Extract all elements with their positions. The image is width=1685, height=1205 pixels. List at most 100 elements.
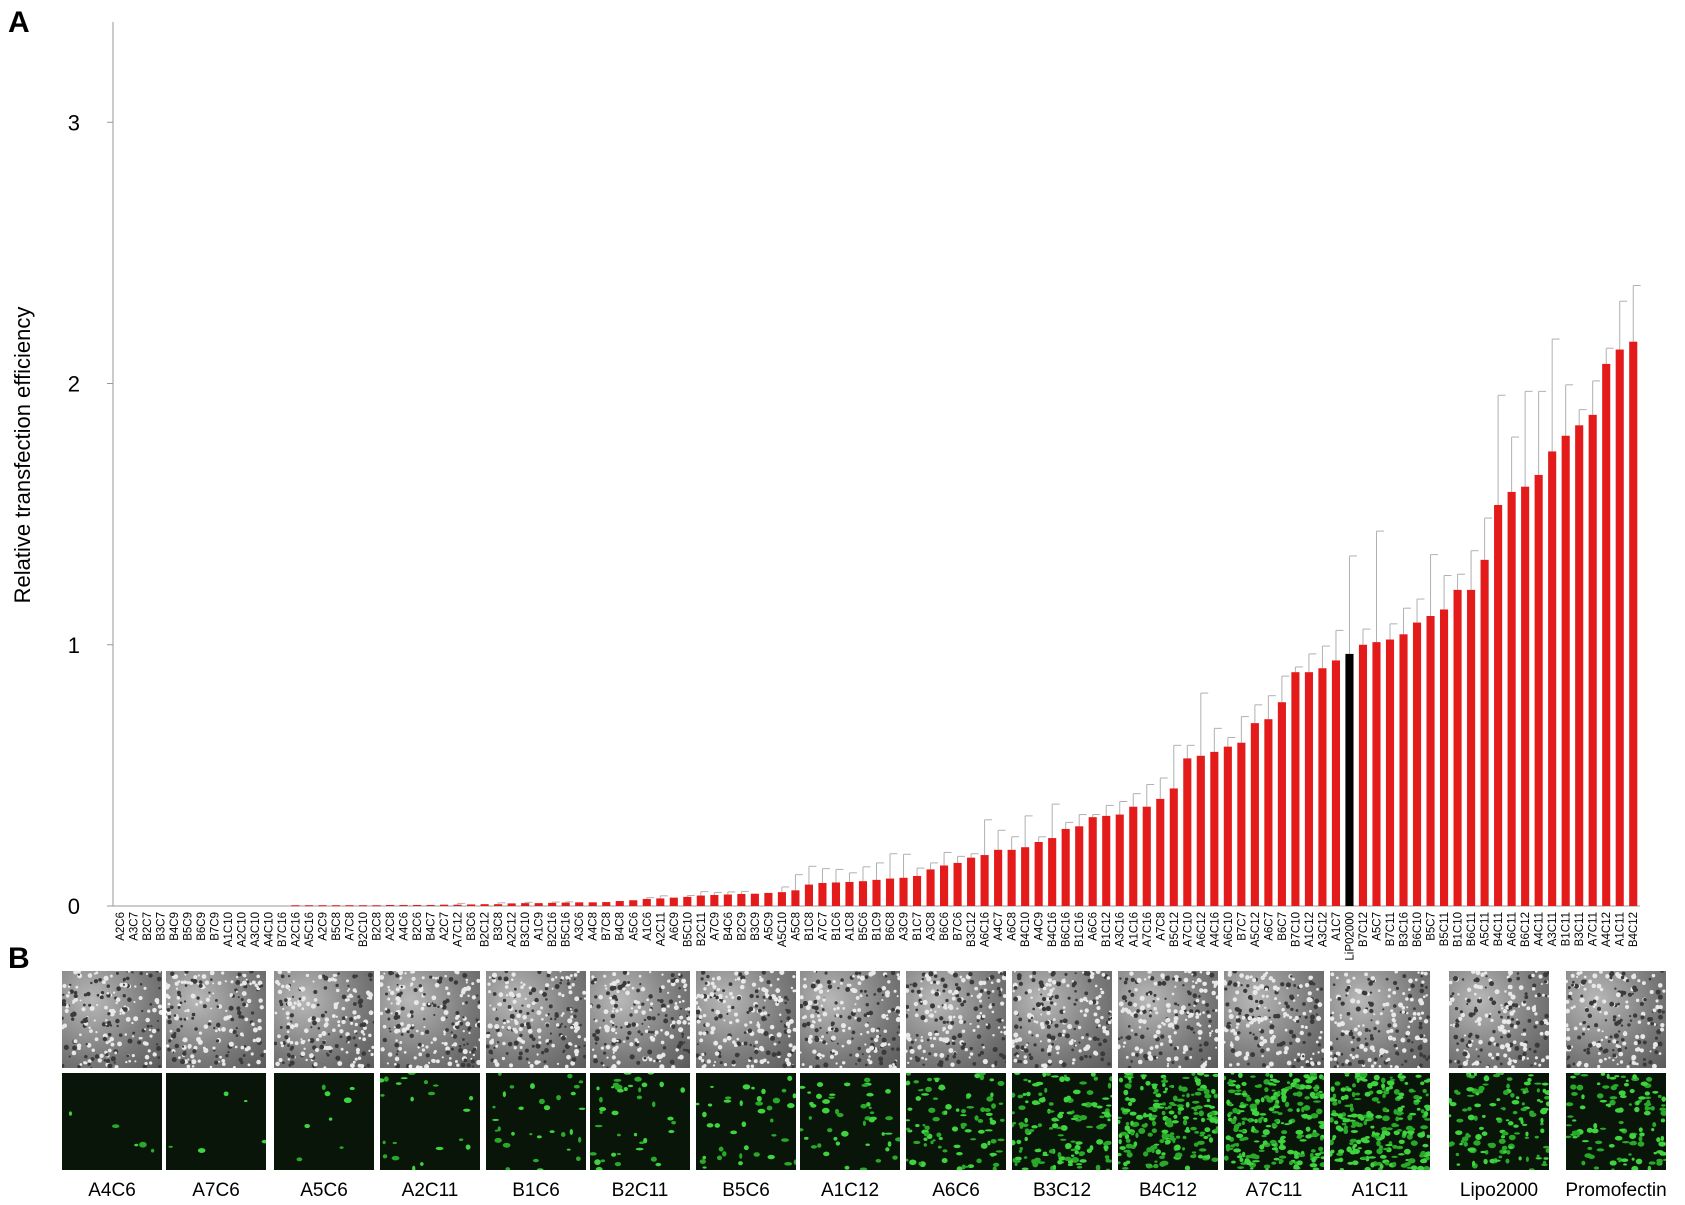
x-tick-label: B6C11 — [1466, 912, 1478, 946]
x-tick-label: A3C9 — [899, 912, 911, 941]
bar-a1c6 — [642, 898, 651, 906]
bar-a7c7 — [818, 883, 827, 906]
x-tick-label: B4C7 — [426, 912, 438, 941]
micrograph-label: A6C6 — [932, 1180, 980, 1201]
bar-b2c12 — [480, 904, 489, 906]
y-axis: 0 1 2 3 — [68, 22, 1640, 919]
x-tick-label: A3C10 — [250, 912, 262, 947]
x-tick-label: A7C10 — [1182, 912, 1194, 947]
bar-a2c11 — [656, 898, 665, 906]
bar-a6c12 — [1196, 755, 1205, 906]
fluorescence-image — [1330, 1073, 1430, 1170]
x-tick-label: B7C16 — [277, 912, 289, 947]
x-tick-label: B6C6 — [939, 912, 951, 941]
bar-a1c7 — [1331, 660, 1341, 906]
x-tick-label: A3C11 — [1547, 912, 1559, 946]
x-tick-label: A4C7 — [993, 912, 1005, 941]
bar-a6c6 — [1088, 817, 1097, 906]
x-tick-label: A3C16 — [1115, 912, 1127, 947]
bar-b4c6 — [723, 894, 732, 906]
x-tick-label: A1C11 — [1615, 912, 1627, 946]
bar-b5c6 — [858, 881, 868, 906]
x-tick-label: B5C10 — [682, 912, 694, 947]
bar-a5c12 — [1250, 723, 1259, 906]
phase-contrast-image — [590, 971, 690, 1068]
fluorescence-image — [590, 1073, 690, 1170]
bar-a4c7 — [994, 849, 1003, 906]
bar-a1c8 — [845, 881, 854, 906]
bar-a5c9 — [764, 892, 773, 906]
bar-b4c10 — [1021, 847, 1030, 906]
phase-contrast-image — [486, 971, 586, 1068]
x-tick-label: B2C16 — [547, 912, 559, 947]
bar-b7c10 — [1291, 672, 1300, 906]
bar-b1c6 — [831, 882, 841, 906]
x-tick-label: A1C12 — [1304, 912, 1316, 947]
x-tick-label: B1C11 — [1561, 912, 1573, 946]
bar-a7c11 — [1588, 414, 1597, 906]
bar-a1c11 — [1615, 349, 1624, 907]
x-tick-label: B5C11 — [1439, 912, 1451, 946]
x-tick-label: A4C16 — [1209, 912, 1221, 947]
x-tick-label: A3C7 — [128, 912, 140, 941]
bar-a7c9 — [710, 895, 719, 906]
x-tick-label: B2C7 — [142, 912, 154, 941]
bar-b1c12 — [1102, 815, 1111, 906]
x-tick-label: B2C12 — [480, 912, 492, 947]
x-tick-label: B3C12 — [966, 912, 978, 947]
bar-b4c12 — [1629, 341, 1638, 906]
bar-b2c9 — [737, 893, 746, 906]
x-tick-label: B5C9 — [182, 912, 194, 941]
bar-b1c16 — [1075, 826, 1084, 906]
x-tick-label: B7C12 — [1358, 912, 1370, 947]
bar-b2c6 — [412, 904, 422, 906]
bar-b4c7 — [426, 904, 435, 906]
micrograph-label: A5C6 — [300, 1180, 348, 1201]
x-tick-label: A7C16 — [1142, 912, 1154, 947]
bar-a5c16 — [304, 905, 313, 907]
bar-a7c8 — [345, 905, 354, 907]
x-tick-label: A6C8 — [1007, 912, 1019, 941]
x-tick-label: A4C11 — [1534, 912, 1546, 946]
bar-a4c16 — [1210, 751, 1219, 906]
phase-contrast-image — [1118, 971, 1218, 1068]
bar-b2c10 — [358, 905, 368, 907]
x-tick-label: A4C8 — [588, 912, 600, 941]
bar-a3c8 — [926, 869, 935, 906]
x-tick-label: A5C10 — [777, 912, 789, 947]
bar-b5c8 — [331, 905, 341, 907]
bar-b6c6 — [940, 865, 949, 906]
micrograph-label: A7C11 — [1245, 1180, 1303, 1201]
fluorescence-image — [1566, 1073, 1666, 1170]
bar-a2c9 — [318, 905, 327, 907]
x-tick-label: B3C11 — [1574, 912, 1586, 946]
bar-b1c10 — [1453, 589, 1462, 906]
x-tick-label: B3C16 — [1399, 912, 1411, 947]
x-tick-label: A6C11 — [1507, 912, 1519, 946]
micrograph-label: B2C11 — [611, 1180, 669, 1201]
x-tick-label: A3C8 — [926, 912, 938, 941]
fluorescence-image — [1224, 1073, 1324, 1170]
bar-a2c7 — [440, 904, 449, 906]
x-tick-label: A5C11 — [1480, 912, 1492, 946]
phase-contrast-image — [1224, 971, 1324, 1068]
x-tick-label: B2C10 — [358, 912, 370, 947]
bar-a2c16 — [291, 905, 300, 907]
x-tick-label: B6C16 — [1061, 912, 1073, 947]
bar-a7c12 — [453, 904, 462, 906]
bar-a5c8 — [791, 890, 800, 906]
x-tick-label: A6C16 — [980, 912, 992, 947]
x-tick-label: A2C9 — [317, 912, 329, 941]
x-tick-label: B5C16 — [561, 912, 573, 947]
x-tick-label: A1C10 — [223, 912, 235, 947]
micrograph-label: B1C6 — [512, 1180, 560, 1201]
bar-a5c11 — [1480, 559, 1489, 906]
fluorescence-image — [1012, 1073, 1112, 1170]
x-tick-label: B4C11 — [1493, 912, 1505, 946]
x-tick-label: B3C7 — [155, 912, 167, 941]
x-tick-label: A6C10 — [1223, 912, 1235, 947]
bar-a4c12 — [1602, 363, 1611, 906]
bar-b6c7 — [1277, 702, 1286, 906]
x-tick-label: A2C6 — [115, 912, 127, 941]
x-tick-label: A2C12 — [507, 912, 519, 947]
